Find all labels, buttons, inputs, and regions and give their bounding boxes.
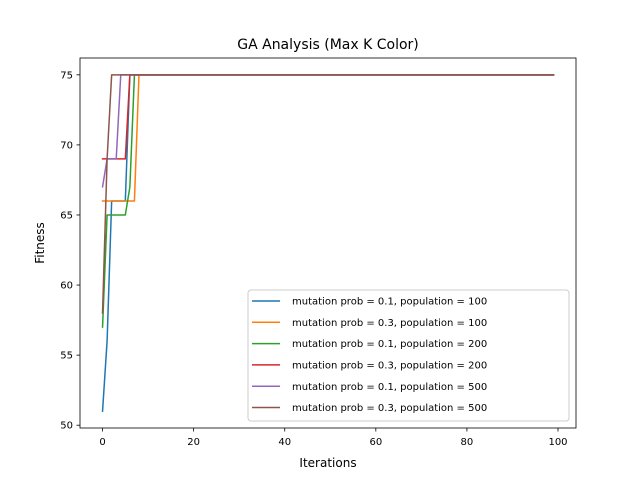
y-tick-label: 75 (60, 70, 73, 81)
x-tick-label: 20 (187, 437, 200, 448)
y-tick-label: 65 (60, 210, 73, 221)
legend-label-2: mutation prob = 0.3, population = 100 (292, 318, 487, 329)
y-tick-label: 70 (60, 140, 73, 151)
chart-title: GA Analysis (Max K Color) (237, 37, 419, 53)
legend-box (247, 289, 570, 422)
y-axis: 50 55 60 65 70 75 (60, 70, 80, 432)
series-line-6 (101, 74, 555, 314)
y-tick-label: 55 (60, 351, 73, 362)
y-axis-label: Fitness (33, 222, 47, 264)
x-tick-label: 80 (461, 437, 474, 448)
series-line-4 (101, 74, 555, 160)
legend-label-5: mutation prob = 0.1, population = 500 (292, 382, 487, 393)
x-axis-label: Iterations (299, 456, 356, 470)
legend: mutation prob = 0.1, population = 100 mut… (247, 289, 570, 422)
legend-label-4: mutation prob = 0.3, population = 200 (292, 361, 487, 372)
x-tick-label: 40 (278, 437, 291, 448)
legend-label-6: mutation prob = 0.3, population = 500 (292, 403, 487, 414)
legend-label-1: mutation prob = 0.1, population = 100 (292, 297, 487, 308)
x-axis: 0 20 40 60 80 100 (99, 428, 568, 448)
x-tick-label: 60 (369, 437, 382, 448)
series-line-3 (101, 74, 555, 328)
series-line-5 (101, 74, 555, 188)
x-tick-label: 100 (548, 437, 567, 448)
legend-label-3: mutation prob = 0.1, population = 200 (292, 339, 487, 350)
plot-frame (79, 57, 577, 429)
y-tick-label: 50 (60, 421, 73, 432)
y-tick-label: 60 (60, 281, 73, 292)
plot-lines (101, 74, 555, 412)
x-tick-label: 0 (99, 437, 105, 448)
series-line-2 (101, 74, 555, 202)
